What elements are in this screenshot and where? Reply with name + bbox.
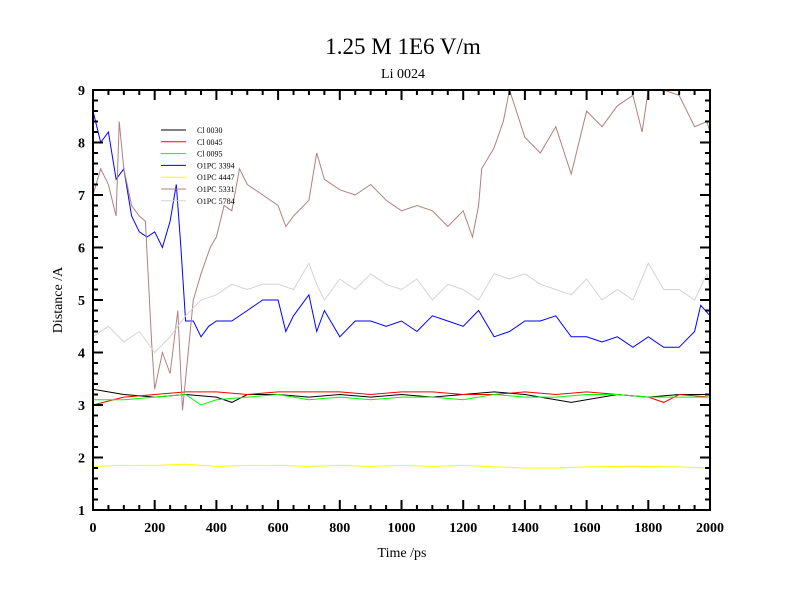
x-tick-label: 600 — [268, 521, 289, 536]
series-line-0 — [92, 388, 710, 403]
y-tick-label: 4 — [78, 347, 85, 362]
series-line-3 — [92, 110, 711, 348]
y-tick-label: 1 — [78, 504, 85, 519]
legend-label: Cl 0030 — [197, 126, 223, 135]
x-tick-label: 1400 — [511, 521, 539, 536]
series-layer — [92, 88, 711, 469]
x-tick-label: 400 — [206, 521, 227, 536]
y-tick-label: 3 — [78, 399, 85, 414]
legend-label: Cl 0095 — [197, 150, 223, 159]
y-tick-label: 9 — [78, 84, 85, 99]
legend-label: O1PC 5784 — [197, 197, 235, 206]
x-tick-label: 0 — [90, 521, 97, 536]
series-line-5 — [92, 88, 711, 411]
series-line-6 — [92, 262, 711, 354]
series-line-2 — [93, 393, 710, 406]
x-tick-label: 200 — [144, 521, 165, 536]
legend-label: O1PC 4447 — [197, 173, 235, 182]
x-axis-label: Time /ps — [378, 546, 427, 561]
x-tick-label: 2000 — [696, 521, 724, 536]
legend-label: O1PC 5331 — [197, 185, 235, 194]
x-tick-label: 800 — [329, 521, 350, 536]
series-line-4 — [92, 463, 711, 469]
x-tick-label: 1600 — [573, 521, 601, 536]
y-tick-label: 2 — [78, 452, 85, 467]
y-tick-label: 5 — [78, 294, 85, 309]
ticks-layer: 0 200 400 600 800 1000 1200 1400 1600 1800 2000 1 2 3… — [78, 84, 724, 536]
x-tick-label: 1200 — [449, 521, 477, 536]
legend-label: Cl 0045 — [197, 138, 223, 147]
y-tick-label: 8 — [78, 137, 85, 152]
y-tick-label: 6 — [78, 242, 85, 257]
legend-label: O1PC 3394 — [197, 161, 235, 170]
plot-frame — [92, 89, 711, 511]
x-tick-label: 1800 — [634, 521, 662, 536]
y-axis-label: Distance /A — [51, 266, 66, 333]
chart-subtitle: Li 0024 — [381, 67, 425, 82]
y-tick-label: 7 — [78, 189, 85, 204]
x-tick-label: 1000 — [388, 521, 416, 536]
series-line-1 — [92, 391, 711, 406]
chart-title: 1.25 M 1E6 V/m — [325, 34, 481, 59]
legend: Cl 0030 Cl 0045 Cl 0095 O1PC 3394 O1PC 4447 O… — [161, 126, 235, 206]
